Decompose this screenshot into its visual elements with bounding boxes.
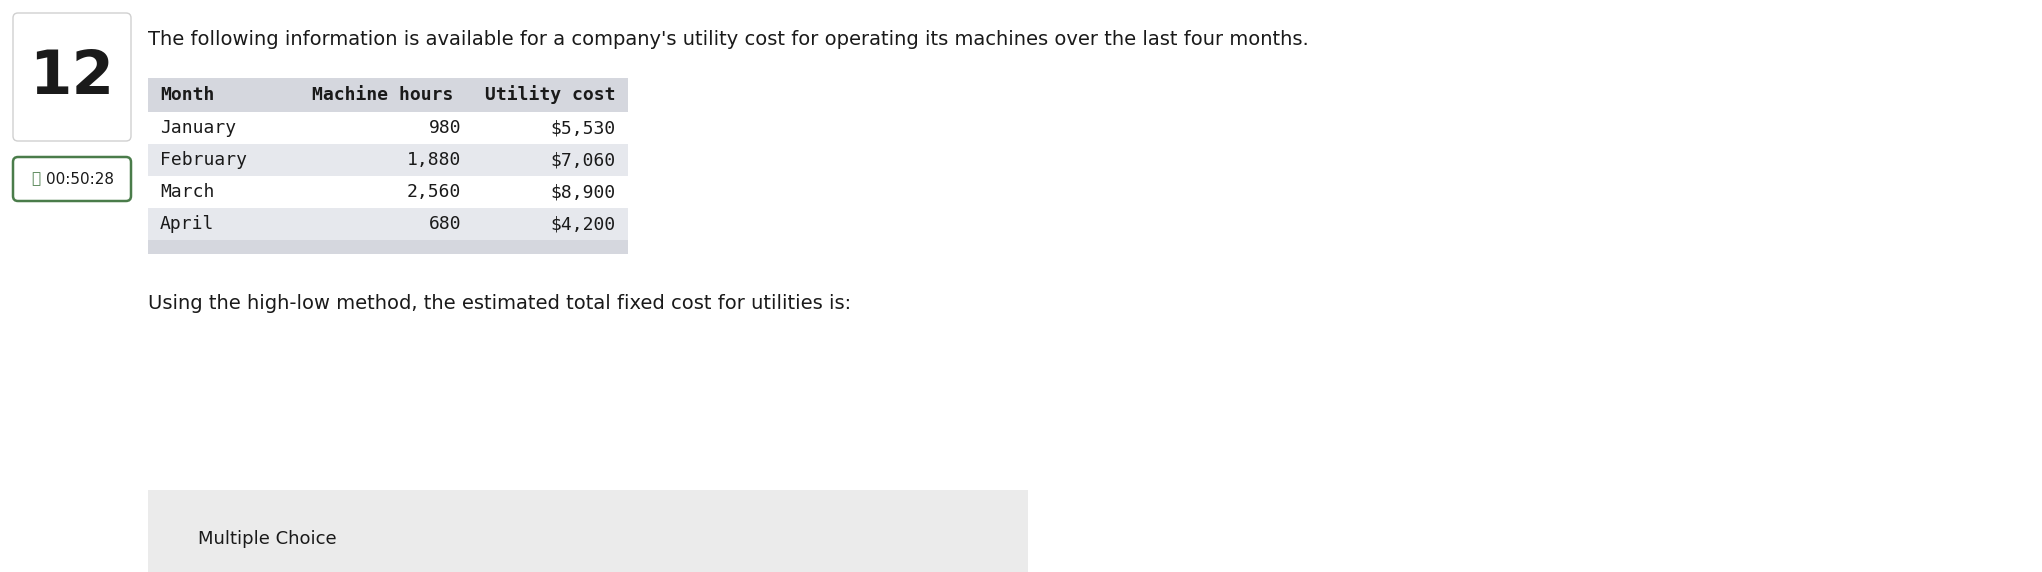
- Bar: [147, 144, 629, 176]
- Text: $8,900: $8,900: [551, 183, 617, 201]
- Text: $4,200: $4,200: [551, 215, 617, 233]
- FancyBboxPatch shape: [12, 157, 131, 201]
- Text: $5,530: $5,530: [551, 119, 617, 137]
- Bar: [147, 240, 629, 254]
- Text: 2,560: 2,560: [406, 183, 461, 201]
- Bar: [147, 490, 1027, 572]
- Text: ⌛: ⌛: [31, 172, 41, 186]
- Text: January: January: [159, 119, 237, 137]
- Bar: [147, 112, 629, 144]
- Text: April: April: [159, 215, 214, 233]
- Bar: [147, 78, 629, 112]
- Text: 680: 680: [429, 215, 461, 233]
- FancyBboxPatch shape: [12, 13, 131, 141]
- Text: Multiple Choice: Multiple Choice: [198, 530, 337, 548]
- Text: $7,060: $7,060: [551, 151, 617, 169]
- Text: 1,880: 1,880: [406, 151, 461, 169]
- Text: 00:50:28: 00:50:28: [47, 172, 114, 186]
- Text: The following information is available for a company's utility cost for operatin: The following information is available f…: [147, 30, 1309, 49]
- Text: Machine hours: Machine hours: [312, 86, 453, 104]
- Bar: [147, 208, 629, 240]
- Bar: [147, 176, 629, 208]
- Text: 12: 12: [29, 47, 114, 106]
- Text: March: March: [159, 183, 214, 201]
- Text: 980: 980: [429, 119, 461, 137]
- Text: Utility cost: Utility cost: [486, 85, 617, 105]
- Text: Using the high-low method, the estimated total fixed cost for utilities is:: Using the high-low method, the estimated…: [147, 294, 852, 313]
- Text: February: February: [159, 151, 247, 169]
- Text: Month: Month: [159, 86, 214, 104]
